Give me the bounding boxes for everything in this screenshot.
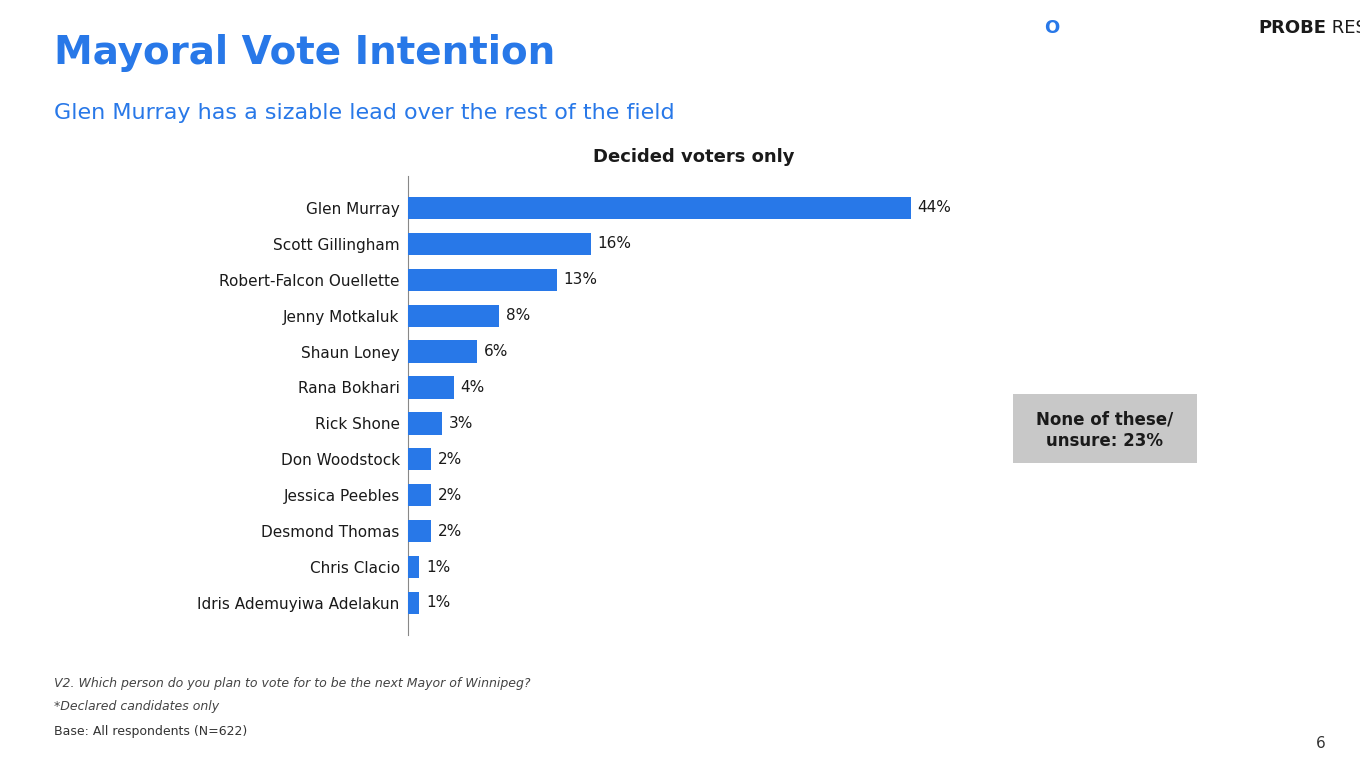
Bar <box>408 592 419 614</box>
Text: 44%: 44% <box>918 200 952 216</box>
Text: 2%: 2% <box>438 452 462 467</box>
Text: RESEARCH INC.: RESEARCH INC. <box>1326 19 1360 37</box>
Bar <box>408 304 499 327</box>
Bar <box>408 412 442 435</box>
Bar <box>408 484 431 506</box>
Bar <box>408 376 454 399</box>
Text: Glen Murray has a sizable lead over the rest of the field: Glen Murray has a sizable lead over the … <box>54 103 675 123</box>
Bar <box>408 556 419 578</box>
Text: 4%: 4% <box>461 380 484 395</box>
Title: Decided voters only: Decided voters only <box>593 148 794 166</box>
Text: V2. Which person do you plan to vote for to be the next Mayor of Winnipeg?: V2. Which person do you plan to vote for… <box>54 677 530 690</box>
Text: *Declared candidates only: *Declared candidates only <box>54 700 219 713</box>
Text: 13%: 13% <box>563 272 597 288</box>
Text: 2%: 2% <box>438 488 462 503</box>
Bar <box>408 520 431 542</box>
Text: Base: All respondents (N=622): Base: All respondents (N=622) <box>54 725 248 738</box>
Bar <box>408 340 476 363</box>
Text: Mayoral Vote Intention: Mayoral Vote Intention <box>54 34 556 73</box>
Text: PROBE: PROBE <box>1258 19 1326 37</box>
Text: unsure: 23%: unsure: 23% <box>1046 431 1164 450</box>
Bar <box>408 233 590 255</box>
Text: 8%: 8% <box>506 308 530 323</box>
Text: 6: 6 <box>1316 736 1326 751</box>
Text: None of these/: None of these/ <box>1036 410 1174 428</box>
Text: O: O <box>1044 19 1059 37</box>
Bar <box>408 197 911 219</box>
Text: 2%: 2% <box>438 523 462 539</box>
Bar <box>408 448 431 470</box>
Text: 1%: 1% <box>426 559 450 575</box>
Text: 3%: 3% <box>449 416 473 431</box>
Text: 16%: 16% <box>597 236 631 252</box>
Bar <box>408 269 556 291</box>
Text: 6%: 6% <box>483 344 507 359</box>
Text: 1%: 1% <box>426 595 450 610</box>
